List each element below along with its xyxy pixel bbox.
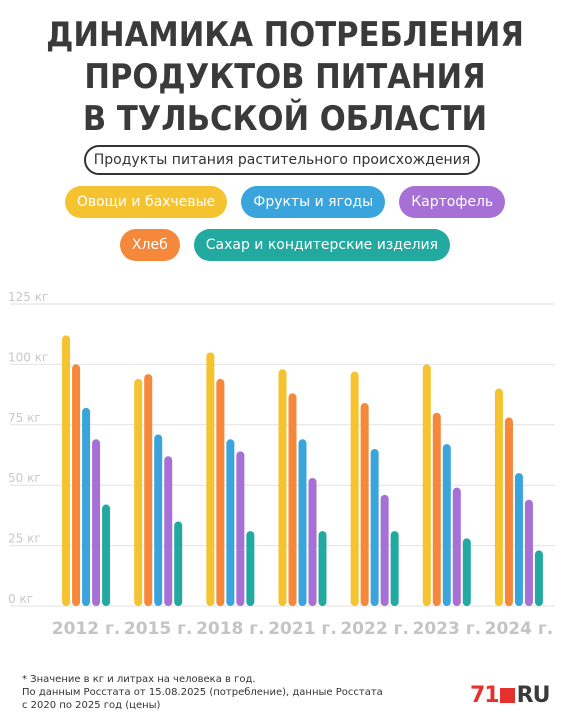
legend-bread: Хлеб <box>119 229 180 261</box>
subtitle-badge: Продукты питания растительного происхожд… <box>84 145 480 175</box>
bar <box>288 393 297 606</box>
bar <box>442 444 451 606</box>
x-tick-label: 2024 г. <box>485 619 554 639</box>
logo-number: 71 <box>470 683 500 708</box>
bar <box>206 352 215 606</box>
bar <box>514 473 523 606</box>
bar <box>278 369 287 606</box>
legend-vegetables: Овощи и бахчевые <box>64 186 228 218</box>
bar <box>62 335 71 606</box>
bar <box>432 412 441 606</box>
title-line-3: В ТУЛЬСКОЙ ОБЛАСТИ <box>82 99 488 139</box>
bar <box>226 439 235 606</box>
legend-fruits: Фрукты и ягоды <box>241 186 386 218</box>
logo-suffix: RU <box>516 683 551 708</box>
bar <box>390 531 399 606</box>
bar <box>360 403 369 606</box>
bar <box>246 531 255 606</box>
bar <box>236 451 245 606</box>
bar <box>154 434 163 606</box>
bar <box>72 364 81 606</box>
logo-square-icon <box>499 688 515 703</box>
title-line-2: ПРОДУКТОВ ПИТАНИЯ <box>84 57 486 97</box>
bar <box>462 538 471 606</box>
bar <box>318 531 327 606</box>
y-tick-label: 50 кг <box>8 471 41 485</box>
bar <box>144 374 153 606</box>
x-tick-label: 2022 г. <box>340 619 409 639</box>
bar <box>534 550 543 606</box>
bar <box>216 378 225 606</box>
legend-row-2: Хлеб Сахар и кондитерские изделия <box>0 229 570 261</box>
bar <box>134 378 143 606</box>
title-line-1: ДИНАМИКА ПОТРЕБЛЕНИЯ <box>46 15 524 55</box>
y-tick-label: 75 кг <box>8 411 41 425</box>
footnote-line-2: По данным Росстата от 15.08.2025 (потреб… <box>22 687 383 698</box>
bar <box>524 499 533 606</box>
bar <box>298 439 307 606</box>
bar <box>350 371 359 606</box>
x-tick-label: 2015 г. <box>124 619 193 639</box>
bar <box>82 407 91 606</box>
bar <box>92 439 101 606</box>
site-logo: 71 RU <box>470 683 551 708</box>
y-tick-label: 125 кг <box>8 290 48 304</box>
bar <box>504 417 513 606</box>
footnote-line-3: с 2020 по 2025 год (цены) <box>22 700 161 711</box>
y-tick-label: 25 кг <box>8 532 41 546</box>
x-tick-label: 2021 г. <box>268 619 337 639</box>
bar <box>380 494 389 606</box>
legend-potato: Картофель <box>399 186 506 218</box>
bar <box>164 456 173 606</box>
x-tick-label: 2018 г. <box>196 619 265 639</box>
bar <box>422 364 431 606</box>
bar <box>102 504 111 606</box>
x-tick-label: 2012 г. <box>52 619 121 639</box>
bar <box>174 521 183 606</box>
bar <box>370 448 379 606</box>
bar <box>452 487 461 606</box>
legend-sugar: Сахар и кондитерские изделия <box>193 229 451 261</box>
chart-title: ДИНАМИКА ПОТРЕБЛЕНИЯ ПРОДУКТОВ ПИТАНИЯ В… <box>29 14 542 140</box>
x-tick-label: 2023 г. <box>412 619 481 639</box>
footnote: * Значение в кг и литрах на человека в г… <box>22 673 383 712</box>
footnote-line-1: * Значение в кг и литрах на человека в г… <box>22 674 256 685</box>
bar <box>494 388 503 606</box>
y-tick-label: 0 кг <box>8 592 33 606</box>
bar <box>308 477 317 606</box>
y-tick-label: 100 кг <box>8 350 48 364</box>
legend-row-1: Овощи и бахчевые Фрукты и ягоды Картофел… <box>0 186 570 218</box>
